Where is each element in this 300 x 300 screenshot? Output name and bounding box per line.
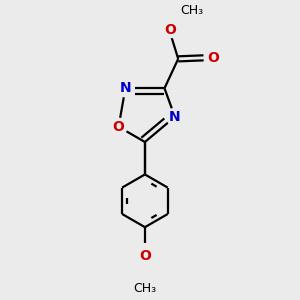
Text: N: N [169,110,181,124]
Text: O: O [112,120,124,134]
Text: O: O [139,249,151,262]
Text: O: O [164,23,176,38]
Text: CH₃: CH₃ [134,282,157,295]
Text: O: O [208,51,220,65]
Text: N: N [120,81,131,95]
Text: CH₃: CH₃ [180,4,203,17]
